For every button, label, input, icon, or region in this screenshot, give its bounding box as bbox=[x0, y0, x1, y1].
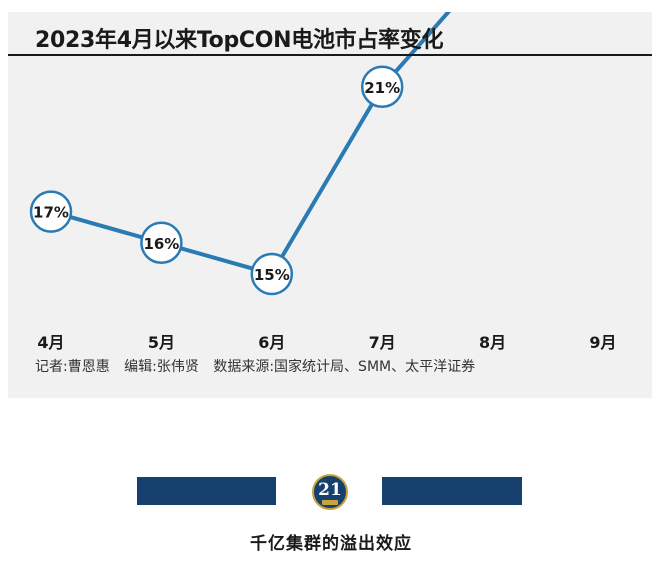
section-divider-left bbox=[137, 477, 276, 505]
badge-ribbon-icon bbox=[322, 500, 338, 505]
source-credit: 数据来源:国家统计局、SMM、太平洋证券 bbox=[213, 359, 476, 375]
chart-credits: 记者:曹恩惠 编辑:张伟贤 数据来源:国家统计局、SMM、太平洋证券 bbox=[35, 356, 485, 376]
section-title: 千亿集群的溢出效应 bbox=[250, 534, 412, 554]
x-tick-label: 8月 bbox=[479, 333, 506, 352]
data-point bbox=[140, 221, 183, 265]
data-point bbox=[250, 252, 294, 296]
data-point bbox=[360, 65, 404, 109]
data-point bbox=[29, 190, 73, 233]
x-tick-label: 6月 bbox=[258, 333, 285, 352]
reporter-credit: 记者:曹恩惠 bbox=[35, 359, 110, 375]
editor-credit: 编辑:张伟贤 bbox=[124, 359, 199, 375]
section-divider-right bbox=[382, 477, 522, 505]
x-tick-label: 4月 bbox=[37, 333, 64, 352]
chart-title: 2023年4月以来TopCON电池市占率变化 bbox=[35, 28, 444, 53]
data-label: 15% bbox=[254, 266, 290, 284]
data-label: 21% bbox=[364, 79, 400, 97]
data-label: 17% bbox=[33, 204, 69, 222]
section-number: 21 bbox=[318, 480, 342, 500]
data-label: 16% bbox=[143, 235, 179, 253]
x-tick-label: 9月 bbox=[589, 333, 616, 352]
x-tick-label: 5月 bbox=[148, 333, 175, 352]
x-tick-label: 7月 bbox=[369, 333, 396, 352]
section-number-badge: 21 bbox=[312, 474, 348, 510]
title-divider bbox=[8, 54, 652, 56]
